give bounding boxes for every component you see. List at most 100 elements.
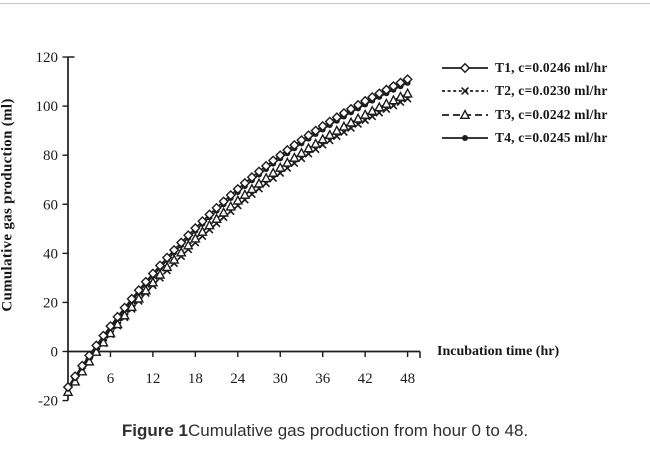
series-t2 (64, 94, 412, 395)
diamond-marker-icon (76, 360, 88, 371)
diamond-marker-icon (395, 77, 406, 88)
triangle-marker-icon (154, 268, 166, 279)
triangle-marker-icon (246, 183, 258, 194)
diamond-marker-icon (204, 209, 215, 220)
diamond-marker-icon (324, 116, 335, 127)
diamond-marker-icon (232, 183, 243, 195)
legend-label-t1: T1, c=0.0246 ml/hr (495, 59, 608, 75)
triangle-marker-icon (267, 167, 279, 177)
triangle-marker-icon (232, 194, 244, 205)
diamond-marker-icon (225, 189, 236, 201)
legend-item-t3: T3, c=0.0242 ml/hr (441, 103, 608, 127)
diamond-marker-icon (253, 166, 265, 177)
triangle-marker-icon (352, 112, 364, 123)
diamond-marker-icon (161, 252, 173, 263)
diamond-marker-icon (317, 120, 328, 132)
diamond-marker-icon (267, 155, 279, 166)
x-tick-label: 48 (400, 371, 415, 387)
diamond-marker-icon (239, 177, 251, 189)
legend-item-t4: T4, c=0.0245 ml/hr (441, 127, 608, 151)
diamond-marker-icon (352, 99, 364, 111)
triangle-marker-icon (183, 239, 194, 250)
series-line (67, 92, 408, 393)
figure-caption-number: Figure 1 (121, 421, 188, 440)
triangle-marker-icon (274, 161, 286, 172)
legend-item-t1: T1, c=0.0246 ml/hr (441, 56, 608, 80)
y-tick-label: 20 (43, 295, 58, 311)
legend-label-t3: T3, c=0.0242 ml/hr (495, 106, 608, 122)
diamond-marker-icon (112, 311, 123, 323)
figure-caption-text: Cumulative gas production from hour 0 to… (187, 421, 529, 440)
triangle-marker-icon (395, 91, 406, 101)
series-t3 (62, 87, 413, 396)
triangle-marker-icon (197, 226, 208, 236)
top-divider (0, 3, 650, 4)
diamond-marker-icon (69, 371, 81, 382)
x-tick-label: 24 (230, 371, 246, 387)
triangle-marker-icon (147, 276, 159, 287)
triangle-marker-icon (126, 301, 137, 311)
diamond-marker-icon (140, 276, 152, 287)
legend-label-t4: T4, c=0.0245 ml/hr (495, 130, 608, 146)
diamond-marker-icon (296, 134, 307, 146)
series-t1 (62, 74, 413, 393)
diamond-marker-icon (275, 150, 286, 161)
triangle-marker-icon (345, 116, 357, 127)
triangle-marker-icon (338, 120, 350, 131)
diamond-marker-icon (62, 381, 74, 393)
y-tick-label: 60 (43, 197, 58, 213)
diamond-marker-icon (345, 103, 357, 115)
y-tick-label: -20 (38, 394, 58, 410)
x-tick-label: 6 (107, 371, 115, 387)
y-tick-label: 100 (36, 99, 59, 115)
y-tick-label: 40 (43, 246, 58, 262)
series-line (67, 82, 408, 389)
triangle-marker-icon (359, 108, 371, 119)
triangle-marker-icon (161, 261, 173, 272)
legend-sample-t1-icon (442, 62, 488, 73)
triangle-marker-icon (105, 327, 116, 338)
diamond-marker-icon (211, 202, 222, 214)
x-axis-title: Incubation time (hr) (437, 344, 560, 359)
diamond-marker-icon (190, 222, 201, 234)
diamond-marker-icon (91, 340, 102, 351)
legend-sample-t3-icon (442, 108, 488, 119)
x-tick-label: 12 (145, 371, 160, 387)
circle-marker-icon (462, 135, 468, 142)
diamond-marker-icon (388, 80, 399, 92)
triangle-marker-icon (98, 336, 109, 347)
triangle-marker-icon (91, 346, 102, 356)
triangle-marker-icon (112, 318, 123, 329)
legend-sample-t4-icon (442, 135, 488, 142)
diamond-marker-icon (381, 84, 392, 95)
triangle-marker-icon (366, 105, 378, 116)
diamond-marker-icon (154, 260, 166, 271)
series-t4 (65, 79, 411, 392)
diamond-marker-icon (246, 172, 258, 183)
diamond-marker-icon (176, 237, 187, 248)
diamond-marker-icon (218, 196, 229, 207)
series-line (67, 98, 408, 392)
triangle-marker-icon (133, 292, 145, 303)
diamond-marker-icon (197, 216, 208, 227)
diamond-marker-icon (331, 112, 343, 123)
chart-legend: T1, c=0.0246 ml/hr T2, c=0.0230 ml/hr T3… (441, 56, 608, 150)
diamond-marker-icon (98, 330, 109, 341)
x-tick-label: 30 (273, 371, 288, 387)
triangle-marker-icon (296, 147, 307, 158)
y-tick-label: 120 (36, 50, 59, 66)
y-tick-label: 0 (51, 345, 59, 361)
diamond-marker-icon (133, 285, 144, 296)
triangle-marker-icon (260, 172, 272, 183)
gas-production-chart: -20 0 20 40 60 80 100 120 6 12 18 24 30 36 42 48 (36, 50, 421, 410)
legend-item-t2: T2, c=0.0230 ml/hr (441, 80, 608, 104)
figure-caption: Figure 1Cumulative gas production from h… (0, 421, 650, 441)
triangle-marker-icon (303, 142, 314, 153)
triangle-marker-icon (168, 253, 180, 264)
diamond-marker-icon (126, 293, 137, 305)
triangle-marker-icon (402, 87, 413, 98)
y-tick-label: 80 (43, 148, 58, 164)
x-tick-label: 42 (358, 371, 373, 387)
diamond-marker-icon (303, 130, 314, 141)
